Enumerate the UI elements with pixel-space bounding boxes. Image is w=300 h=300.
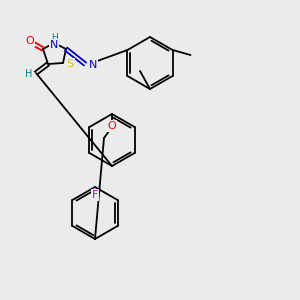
Text: F: F bbox=[92, 190, 98, 200]
Text: H: H bbox=[51, 32, 57, 41]
Text: O: O bbox=[108, 121, 116, 131]
Text: S: S bbox=[66, 59, 74, 69]
Text: H: H bbox=[25, 69, 33, 79]
Text: O: O bbox=[26, 36, 34, 46]
Text: N: N bbox=[89, 60, 98, 70]
Text: N: N bbox=[50, 40, 58, 50]
